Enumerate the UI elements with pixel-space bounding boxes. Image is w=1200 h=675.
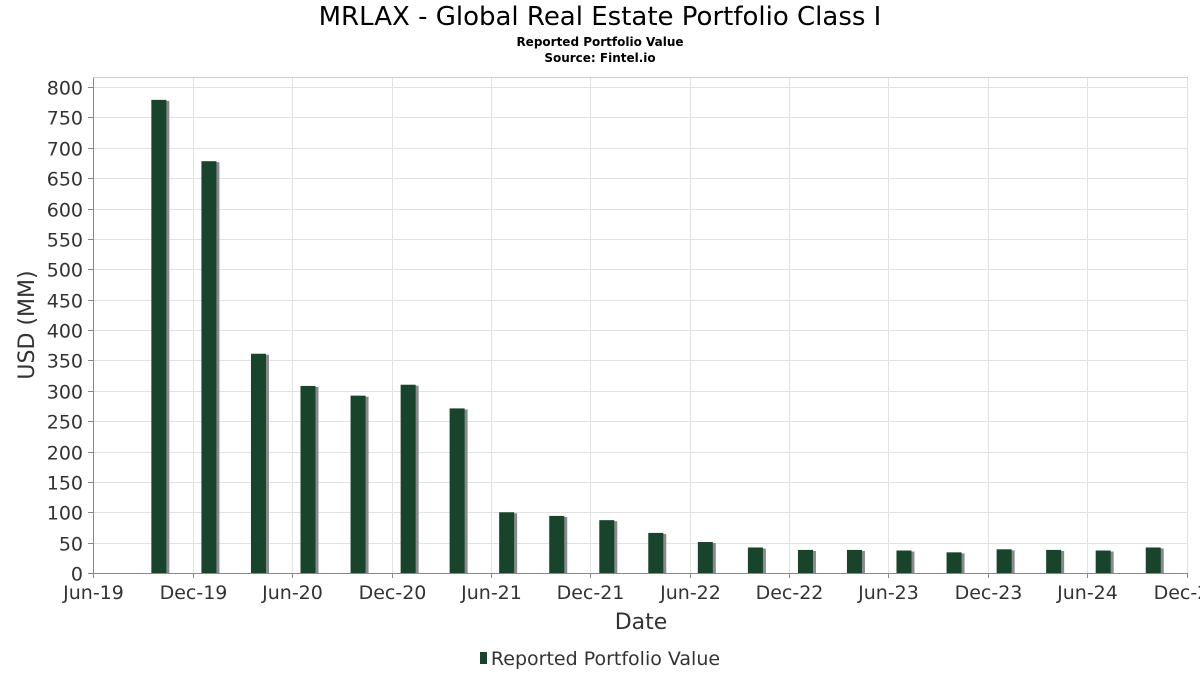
bar	[350, 395, 366, 573]
x-tick-label: Dec-24	[1154, 582, 1200, 604]
y-tick-label: 150	[47, 473, 83, 495]
x-tick-label: Dec-22	[756, 582, 824, 604]
y-tick-label: 700	[47, 139, 83, 161]
y-tick-label: 50	[59, 534, 83, 556]
bar	[1095, 550, 1111, 573]
axes: 0 50 100 150 200 250 300 350 400 450 500 550 600 650 7…	[47, 78, 1200, 605]
legend-label: Reported Portfolio Value	[490, 648, 721, 670]
bar	[896, 550, 912, 573]
y-tick-label: 550	[47, 230, 83, 252]
bar	[599, 520, 615, 573]
x-tick-label: Jun-23	[857, 582, 919, 604]
x-tick-label: Dec-21	[557, 582, 625, 604]
legend: Reported Portfolio Value	[0, 647, 1200, 671]
x-tick-label: Dec-23	[955, 582, 1023, 604]
bar	[400, 384, 416, 573]
y-tick-label: 450	[47, 291, 83, 313]
plot-area	[93, 77, 1188, 574]
x-tick-label: Dec-20	[359, 582, 427, 604]
bar	[648, 532, 664, 573]
bar	[549, 515, 565, 573]
bar	[449, 408, 465, 573]
legend-swatch	[479, 652, 487, 664]
y-tick-label: 0	[71, 564, 83, 586]
bars	[151, 99, 1164, 574]
y-tick-label: 750	[47, 108, 83, 130]
bar	[747, 547, 763, 573]
y-tick-label: 100	[47, 503, 83, 525]
y-tick-label: 800	[47, 78, 83, 100]
bar	[797, 549, 813, 573]
bar	[201, 161, 217, 573]
y-tick-label: 400	[47, 321, 83, 343]
bar	[151, 99, 167, 574]
y-tick-label: 300	[47, 382, 83, 404]
x-tick-label: Jun-22	[659, 582, 721, 604]
chart-source: Source: Fintel.io	[544, 51, 656, 65]
y-tick-label: 500	[47, 260, 83, 282]
y-axis-title: USD (MM)	[15, 270, 40, 379]
y-tick-label: 250	[47, 412, 83, 434]
bar	[1046, 549, 1062, 573]
x-tick-label: Jun-19	[62, 582, 124, 604]
x-tick-label: Dec-19	[160, 582, 228, 604]
bar	[846, 549, 862, 573]
bar	[499, 512, 515, 573]
bar	[996, 549, 1012, 573]
y-tick-label: 350	[47, 351, 83, 373]
bar	[697, 542, 713, 573]
y-tick-label: 650	[47, 169, 83, 191]
x-tick-label: Jun-20	[261, 582, 323, 604]
bar	[1145, 547, 1161, 573]
bar	[946, 552, 962, 573]
bar	[250, 353, 266, 573]
x-axis-title: Date	[615, 610, 668, 635]
chart-title: MRLAX - Global Real Estate Portfolio Cla…	[318, 2, 882, 32]
x-tick-label: Jun-21	[460, 582, 522, 604]
y-tick-label: 200	[47, 443, 83, 465]
x-tick-label: Jun-24	[1056, 582, 1118, 604]
bar	[300, 385, 316, 573]
y-tick-label: 600	[47, 200, 83, 222]
chart-subtitle: Reported Portfolio Value	[516, 35, 684, 49]
